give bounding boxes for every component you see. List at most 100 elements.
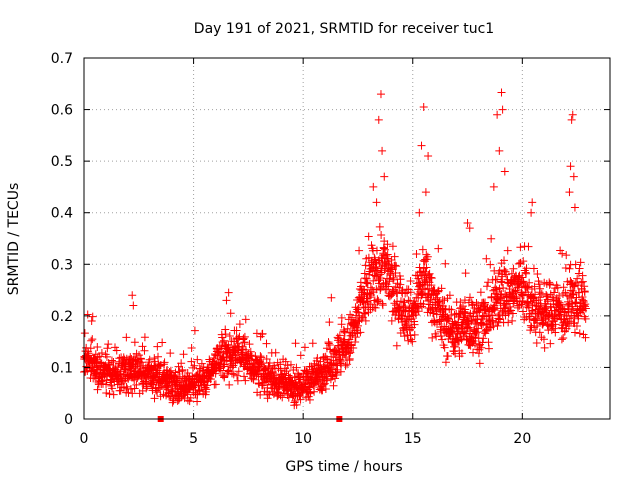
data-point — [153, 342, 162, 351]
data-point — [323, 374, 332, 383]
data-point — [360, 274, 369, 283]
data-point — [229, 370, 238, 379]
data-point — [498, 272, 507, 281]
data-point — [269, 390, 278, 399]
data-point — [529, 264, 538, 273]
data-point — [291, 339, 300, 348]
data-point — [389, 273, 398, 282]
data-point — [472, 328, 481, 337]
data-point — [383, 240, 392, 249]
data-point — [514, 272, 523, 281]
data-point — [364, 232, 373, 241]
data-point — [87, 336, 96, 345]
data-point — [381, 245, 390, 254]
data-point — [240, 372, 249, 381]
data-point — [502, 270, 511, 279]
data-point — [484, 278, 493, 287]
data-point — [573, 274, 582, 283]
data-point — [224, 288, 233, 297]
data-point — [400, 298, 409, 307]
data-point — [374, 115, 383, 124]
data-point — [390, 252, 399, 261]
data-point — [384, 282, 393, 291]
data-point — [276, 391, 285, 400]
data-point — [371, 262, 380, 271]
data-point — [93, 343, 102, 352]
data-point — [479, 334, 488, 343]
data-point — [193, 355, 202, 364]
data-point — [516, 243, 525, 252]
data-point — [404, 296, 413, 305]
data-point — [532, 338, 541, 347]
data-point — [569, 282, 578, 291]
data-point — [423, 252, 432, 261]
data-point — [375, 222, 384, 231]
data-point — [571, 260, 580, 269]
data-point — [335, 331, 344, 340]
data-point — [361, 316, 370, 325]
data-point — [531, 290, 540, 299]
data-point — [434, 287, 443, 296]
data-point — [187, 343, 196, 352]
data-point — [262, 339, 271, 348]
data-point — [369, 182, 378, 191]
data-point — [546, 290, 555, 299]
data-point — [291, 397, 300, 406]
data-point — [570, 203, 579, 212]
data-point — [452, 321, 461, 330]
data-point — [345, 354, 354, 363]
data-point — [508, 309, 517, 318]
data-point — [388, 265, 397, 274]
data-point — [222, 296, 231, 305]
data-point — [129, 301, 138, 310]
data-point — [239, 334, 248, 343]
data-point — [246, 347, 255, 356]
data-point — [137, 358, 146, 367]
data-point — [341, 361, 350, 370]
data-point — [122, 333, 131, 342]
data-point — [357, 314, 366, 323]
data-point — [486, 260, 495, 269]
data-point — [105, 389, 114, 398]
data-point — [346, 348, 355, 357]
data-point — [195, 386, 204, 395]
data-point — [324, 339, 333, 348]
data-point — [550, 288, 559, 297]
data-point — [519, 307, 528, 316]
data-point — [499, 283, 508, 292]
data-point — [581, 304, 590, 313]
data-point — [372, 266, 381, 275]
data-point — [491, 283, 500, 292]
data-point — [202, 385, 211, 394]
data-point — [284, 393, 293, 402]
data-point — [461, 269, 470, 278]
data-point — [465, 224, 474, 233]
data-point — [581, 314, 590, 323]
data-point — [138, 342, 147, 351]
data-point — [406, 277, 415, 286]
data-point — [427, 281, 436, 290]
data-point — [321, 384, 330, 393]
data-point — [580, 287, 589, 296]
data-point — [391, 282, 400, 291]
data-point — [365, 293, 374, 302]
data-point — [410, 297, 419, 306]
data-point — [447, 305, 456, 314]
data-point — [581, 333, 590, 342]
data-point — [514, 259, 523, 268]
data-point — [574, 312, 583, 321]
data-point — [130, 338, 139, 347]
data-point — [493, 321, 502, 330]
data-point — [392, 262, 401, 271]
data-point — [291, 379, 300, 388]
data-point — [352, 326, 361, 335]
data-point — [109, 390, 118, 399]
data-point — [349, 343, 358, 352]
y-tick-label: 0.2 — [51, 309, 73, 325]
data-point — [220, 356, 229, 365]
data-point — [440, 343, 449, 352]
data-point — [104, 340, 113, 349]
data-point — [380, 237, 389, 246]
data-point — [493, 275, 502, 284]
